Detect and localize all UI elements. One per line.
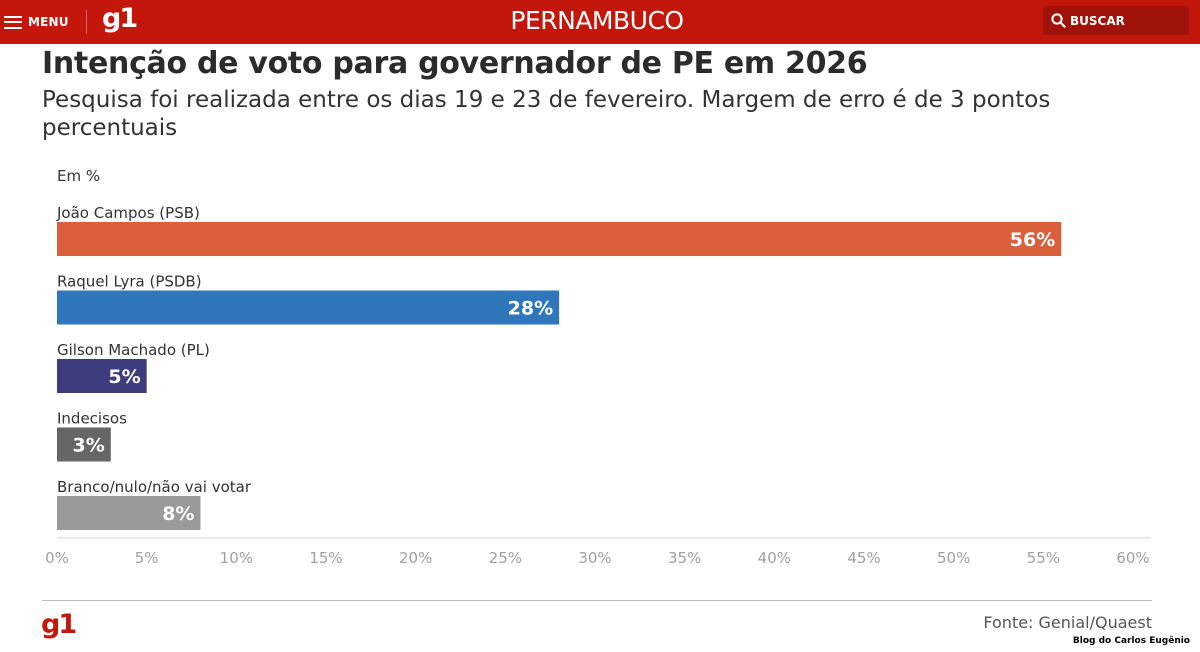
- x-tick-label: 55%: [1027, 549, 1060, 567]
- value-label: 5%: [108, 366, 140, 388]
- top-navigation-bar: MENU g1 PERNAMBUCO BUSCAR: [0, 0, 1200, 44]
- x-tick-label: 25%: [489, 549, 522, 567]
- value-label: 8%: [162, 503, 194, 525]
- bar: [57, 359, 147, 393]
- search-icon: [1051, 13, 1066, 28]
- category-label: Branco/nulo/não vai votar: [57, 478, 252, 496]
- category-label: João Campos (PSB): [56, 204, 200, 222]
- x-tick-label: 15%: [309, 549, 342, 567]
- value-label: 28%: [508, 298, 553, 320]
- g1-footer-logo: g1: [41, 609, 77, 640]
- value-label: 56%: [1010, 229, 1055, 251]
- value-label: 3%: [73, 435, 105, 457]
- search-label: BUSCAR: [1070, 13, 1125, 28]
- source-note: Fonte: Genial/Quaest: [983, 613, 1152, 632]
- bar: [57, 496, 201, 530]
- header-divider: [86, 10, 87, 34]
- x-tick-label: 20%: [399, 549, 432, 567]
- bar: [57, 427, 111, 462]
- x-tick-label: 0%: [45, 549, 69, 567]
- chart-title: Intenção de voto para governador de PE e…: [42, 46, 868, 81]
- x-tick-label: 40%: [758, 549, 791, 567]
- category-label: Raquel Lyra (PSDB): [57, 273, 202, 291]
- g1-logo[interactable]: g1: [102, 3, 138, 34]
- search-button[interactable]: BUSCAR: [1043, 6, 1189, 35]
- bar: [57, 222, 1062, 256]
- footer-divider: [42, 600, 1152, 601]
- x-tick-label: 60%: [1116, 549, 1149, 567]
- hamburger-menu-icon: [4, 15, 22, 29]
- chart-subtitle: Pesquisa foi realizada entre os dias 19 …: [42, 87, 1051, 141]
- bar-chart: João Campos (PSB) 56% Raquel Lyra (PSDB) 28…: [45, 204, 1151, 567]
- credit-note: Blog do Carlos Eugênio: [1072, 636, 1190, 646]
- menu-button[interactable]: MENU: [4, 8, 69, 36]
- x-tick-label: 45%: [847, 549, 880, 567]
- menu-label: MENU: [28, 15, 69, 29]
- x-tick-label: 30%: [578, 549, 611, 567]
- category-label: Indecisos: [57, 410, 127, 428]
- region-title: PERNAMBUCO: [510, 6, 684, 35]
- x-tick-label: 50%: [937, 549, 970, 567]
- x-tick-label: 35%: [668, 549, 701, 567]
- bar: [57, 290, 560, 325]
- x-tick-label: 10%: [220, 549, 253, 567]
- unit-label: Em %: [57, 167, 101, 185]
- category-label: Gilson Machado (PL): [57, 341, 210, 359]
- x-tick-label: 5%: [135, 549, 159, 567]
